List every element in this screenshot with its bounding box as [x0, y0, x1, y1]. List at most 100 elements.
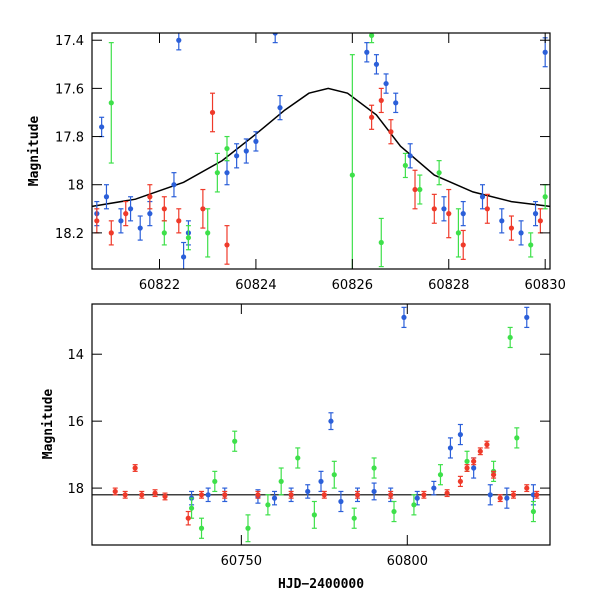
- point-marker: [255, 492, 261, 498]
- point-marker: [137, 225, 143, 231]
- point-marker: [205, 492, 211, 498]
- point-marker: [271, 495, 278, 501]
- point-marker: [514, 435, 520, 441]
- data-point: [171, 172, 177, 198]
- point-marker: [436, 170, 442, 176]
- data-point: [477, 447, 483, 456]
- point-marker: [351, 515, 357, 521]
- data-point: [212, 470, 218, 493]
- data-point: [176, 208, 182, 234]
- data-point: [118, 208, 124, 234]
- point-marker: [349, 172, 355, 178]
- data-point: [99, 116, 105, 138]
- point-marker: [411, 502, 417, 508]
- point-marker: [373, 61, 380, 67]
- point-marker: [161, 206, 167, 212]
- point-marker: [198, 525, 205, 531]
- point-marker: [378, 97, 384, 104]
- point-marker: [490, 472, 497, 478]
- point-marker: [295, 455, 301, 461]
- data-point: [354, 490, 361, 499]
- point-marker: [455, 230, 461, 236]
- data-point: [224, 160, 230, 186]
- point-marker: [265, 502, 271, 508]
- point-marker: [243, 148, 249, 154]
- data-point: [278, 467, 284, 496]
- data-point: [137, 215, 143, 241]
- point-marker: [188, 505, 195, 511]
- point-marker: [507, 334, 513, 341]
- data-point: [460, 229, 466, 260]
- point-marker: [288, 492, 294, 498]
- data-point: [510, 490, 517, 499]
- data-point: [373, 54, 380, 75]
- point-marker: [123, 211, 129, 217]
- data-point: [349, 54, 355, 269]
- data-point: [108, 220, 114, 246]
- data-point: [371, 457, 377, 479]
- data-point: [524, 306, 530, 329]
- data-point: [388, 490, 394, 499]
- data-point: [369, 104, 375, 130]
- point-marker: [176, 218, 182, 224]
- data-point: [532, 200, 539, 227]
- point-marker: [542, 194, 548, 200]
- point-marker: [414, 495, 420, 501]
- data-point: [255, 490, 261, 499]
- point-marker: [532, 211, 539, 217]
- data-point: [388, 119, 394, 145]
- point-marker: [253, 138, 259, 144]
- data-point: [234, 143, 240, 169]
- x-tick-label: 60800: [387, 554, 428, 569]
- point-marker: [209, 109, 216, 116]
- point-marker: [162, 493, 168, 500]
- data-point: [364, 42, 370, 63]
- point-marker: [185, 235, 192, 241]
- point-marker: [321, 492, 327, 498]
- data-point: [338, 490, 344, 513]
- point-marker: [518, 230, 524, 236]
- data-point: [209, 92, 216, 133]
- point-marker: [542, 49, 548, 55]
- data-point: [243, 138, 249, 164]
- data-point: [127, 196, 134, 222]
- data-point: [181, 241, 187, 269]
- data-point: [444, 489, 450, 498]
- data-point: [401, 306, 407, 329]
- y-tick-label: 17.4: [55, 34, 84, 49]
- data-point: [431, 480, 437, 496]
- top-y-axis-title: Magnitude: [27, 116, 42, 187]
- point-marker: [371, 465, 377, 471]
- data-point: [530, 500, 537, 523]
- x-tick-label: 60826: [332, 278, 373, 293]
- point-marker: [484, 206, 490, 212]
- point-marker: [471, 465, 477, 471]
- point-marker: [457, 478, 463, 485]
- data-point: [537, 208, 543, 234]
- data-point: [507, 326, 513, 349]
- point-marker: [99, 124, 105, 130]
- data-point: [412, 169, 418, 210]
- point-marker: [176, 37, 182, 43]
- point-marker: [524, 485, 530, 491]
- x-tick-label: 60750: [221, 554, 262, 569]
- y-tick-label: 16: [67, 415, 84, 430]
- point-marker: [524, 314, 530, 320]
- top-panel: 17.4 17.6 17.8 18 18.2 60822 60824 60826 60828 60…: [27, 32, 566, 293]
- data-point: [152, 489, 158, 498]
- point-marker: [338, 498, 344, 505]
- bottom-plot-frame: [91, 303, 551, 546]
- data-point: [103, 184, 110, 210]
- point-marker: [369, 33, 375, 39]
- point-marker: [401, 314, 407, 320]
- point-marker: [530, 508, 537, 515]
- data-point: [528, 232, 534, 258]
- data-point: [122, 490, 128, 499]
- data-point: [351, 507, 357, 529]
- data-point: [447, 437, 454, 459]
- point-marker: [278, 478, 284, 485]
- point-marker: [388, 492, 394, 498]
- data-point: [378, 217, 384, 268]
- point-marker: [234, 153, 240, 159]
